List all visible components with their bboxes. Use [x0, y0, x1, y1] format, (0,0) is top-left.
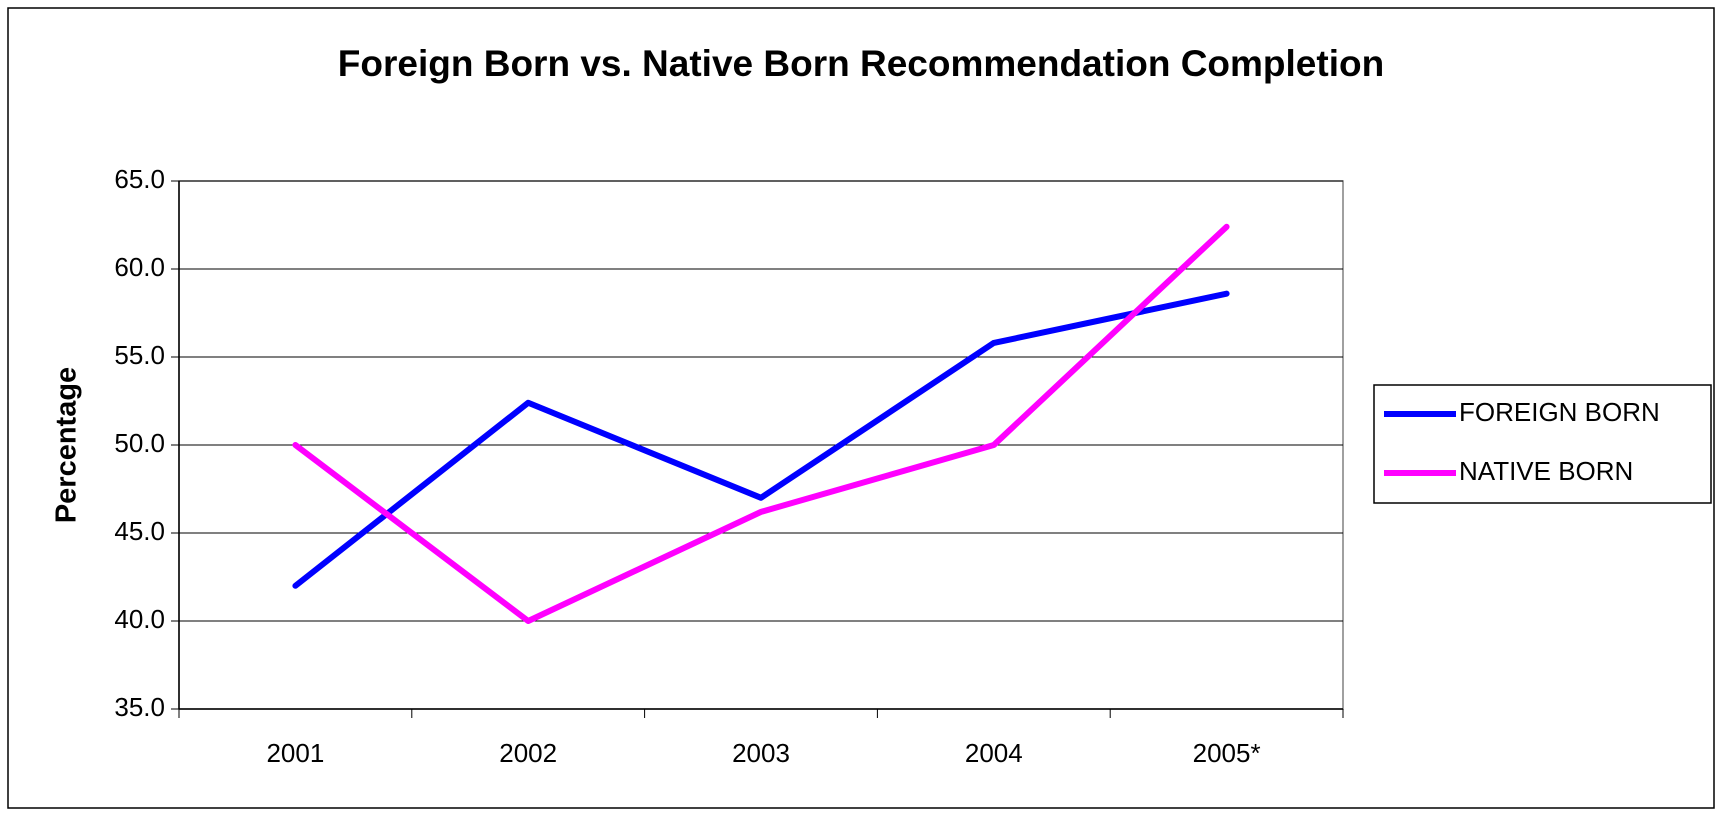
x-tick-label: 2002	[499, 738, 557, 768]
legend-label: NATIVE BORN	[1459, 456, 1633, 486]
y-tick-label: 35.0	[114, 692, 165, 722]
x-tick-label: 2005*	[1193, 738, 1261, 768]
y-tick-label: 40.0	[114, 604, 165, 634]
data-line	[292, 223, 1230, 624]
y-axis-title: Percentage	[51, 367, 83, 523]
legend-label: FOREIGN BORN	[1459, 397, 1660, 427]
y-tick-label: 55.0	[114, 340, 165, 370]
x-tick-label: 2003	[732, 738, 790, 768]
y-tick-label: 65.0	[114, 164, 165, 194]
x-tick-label: 2001	[266, 738, 324, 768]
legend-box	[1373, 384, 1712, 504]
y-tick-label: 50.0	[114, 428, 165, 458]
x-tick-label: 2004	[965, 738, 1023, 768]
y-tick-label: 60.0	[114, 252, 165, 282]
chart-title: Foreign Born vs. Native Born Recommendat…	[338, 43, 1384, 84]
data-line	[292, 290, 1230, 589]
y-tick-label: 45.0	[114, 516, 165, 546]
